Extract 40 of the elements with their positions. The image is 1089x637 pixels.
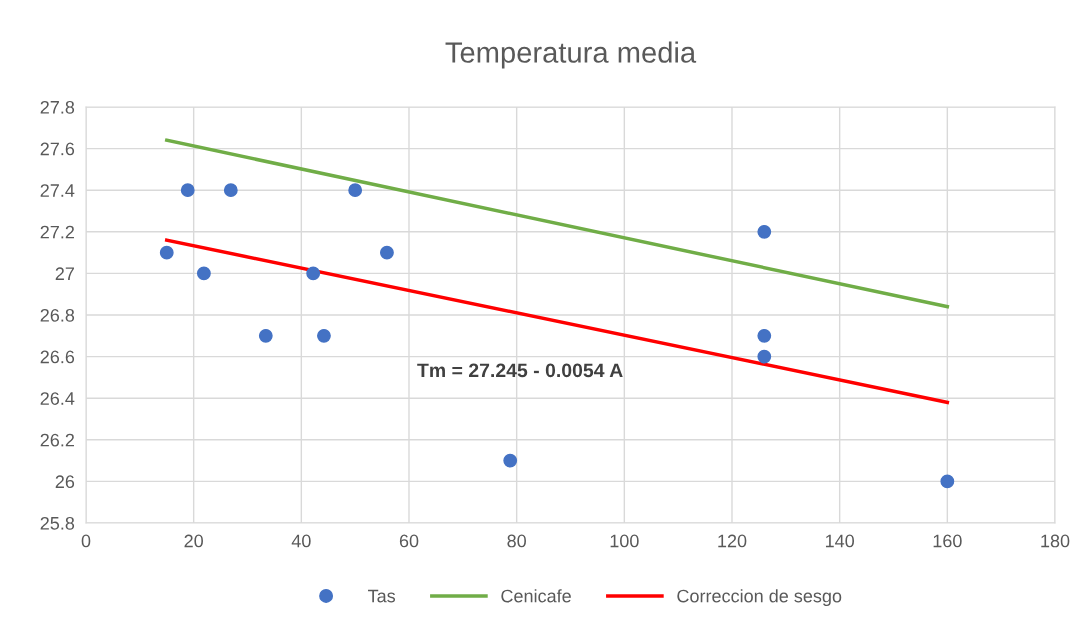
point (503, 453, 518, 468)
x-tick-label: 180 (1041, 534, 1070, 548)
point (757, 349, 772, 364)
point (258, 328, 273, 343)
y-tick-label: 27.2 (40, 225, 74, 239)
x-tick-label: 40 (291, 534, 311, 548)
point (380, 245, 394, 260)
legend-label: Tas (368, 589, 396, 603)
x-tick-label: 60 (399, 534, 419, 548)
x-tick-label: 20 (184, 534, 203, 548)
point (196, 266, 211, 281)
point (348, 183, 363, 198)
x-tick-label: 160 (933, 534, 962, 548)
legend-label: Correccion de sesgo (677, 589, 842, 606)
point (223, 183, 238, 198)
chart-title: Temperatura media (445, 41, 697, 69)
y-tick-label: 26.6 (40, 350, 75, 364)
point (180, 183, 195, 198)
legend-label: Cenicafe (501, 589, 571, 603)
point (317, 328, 331, 343)
x-tick-label: 100 (610, 534, 639, 548)
y-tick-label: 27 (55, 267, 74, 280)
y-tick-label: 26 (55, 475, 75, 489)
x-tick-label: 120 (718, 534, 747, 548)
point (159, 245, 174, 260)
x-tick-label: 0 (81, 534, 91, 548)
x-tick-label: 140 (825, 534, 855, 548)
point (757, 328, 772, 343)
y-tick-label: 26.4 (40, 392, 75, 405)
point (306, 266, 321, 281)
y-tick-label: 27.8 (40, 100, 75, 114)
annotation: Tm = 27.245 - 0.0054 A (417, 363, 623, 378)
y-tick-label: 25.8 (40, 516, 75, 530)
y-tick-label: 27.6 (40, 142, 75, 156)
y-tick-label: 26.2 (40, 433, 74, 447)
point (757, 224, 772, 239)
point (940, 474, 955, 489)
y-tick-label: 27.4 (40, 184, 75, 197)
x-tick-label: 80 (507, 534, 526, 548)
y-tick-label: 26.8 (40, 308, 75, 322)
